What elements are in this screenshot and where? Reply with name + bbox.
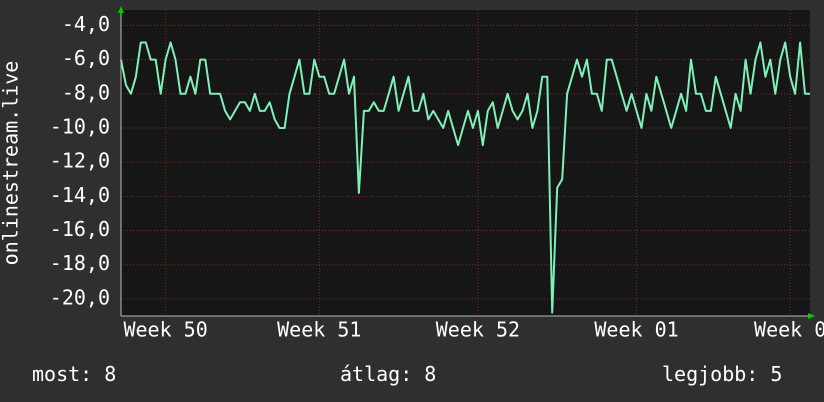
legend-value: 8 <box>104 362 116 386</box>
legend-label: átlag: <box>340 362 412 386</box>
plot-area <box>121 10 810 316</box>
legend-value: 5 <box>770 362 782 386</box>
y-tick-label: -20,0 <box>50 285 110 309</box>
legend-item: legjobb: 5 <box>662 362 782 386</box>
x-tick-label: Week 51 <box>277 318 361 342</box>
legend-label: legjobb: <box>662 362 758 386</box>
x-tick-label: Week 52 <box>436 318 520 342</box>
y-tick-label: -4,0 <box>62 12 110 36</box>
legend-value: 8 <box>424 362 436 386</box>
axis-arrow <box>808 313 815 319</box>
y-tick-label: -18,0 <box>50 251 110 275</box>
legend-item: átlag: 8 <box>340 362 436 386</box>
y-tick-label: -6,0 <box>62 46 110 70</box>
axis-arrow <box>118 6 124 13</box>
x-tick-label: Week 0 <box>754 318 824 342</box>
y-tick-label: -14,0 <box>50 183 110 207</box>
x-tick-label: Week 50 <box>123 318 207 342</box>
y-tick-label: -12,0 <box>50 149 110 173</box>
legend-label: most: <box>32 362 92 386</box>
y-tick-label: -8,0 <box>62 80 110 104</box>
x-tick-label: Week 01 <box>594 318 678 342</box>
y-tick-label: -16,0 <box>50 217 110 241</box>
y-tick-label: -10,0 <box>50 114 110 138</box>
data-line <box>120 41 810 314</box>
y-axis-title: onlinestream.live <box>0 61 23 266</box>
legend-item: most: 8 <box>32 362 116 386</box>
